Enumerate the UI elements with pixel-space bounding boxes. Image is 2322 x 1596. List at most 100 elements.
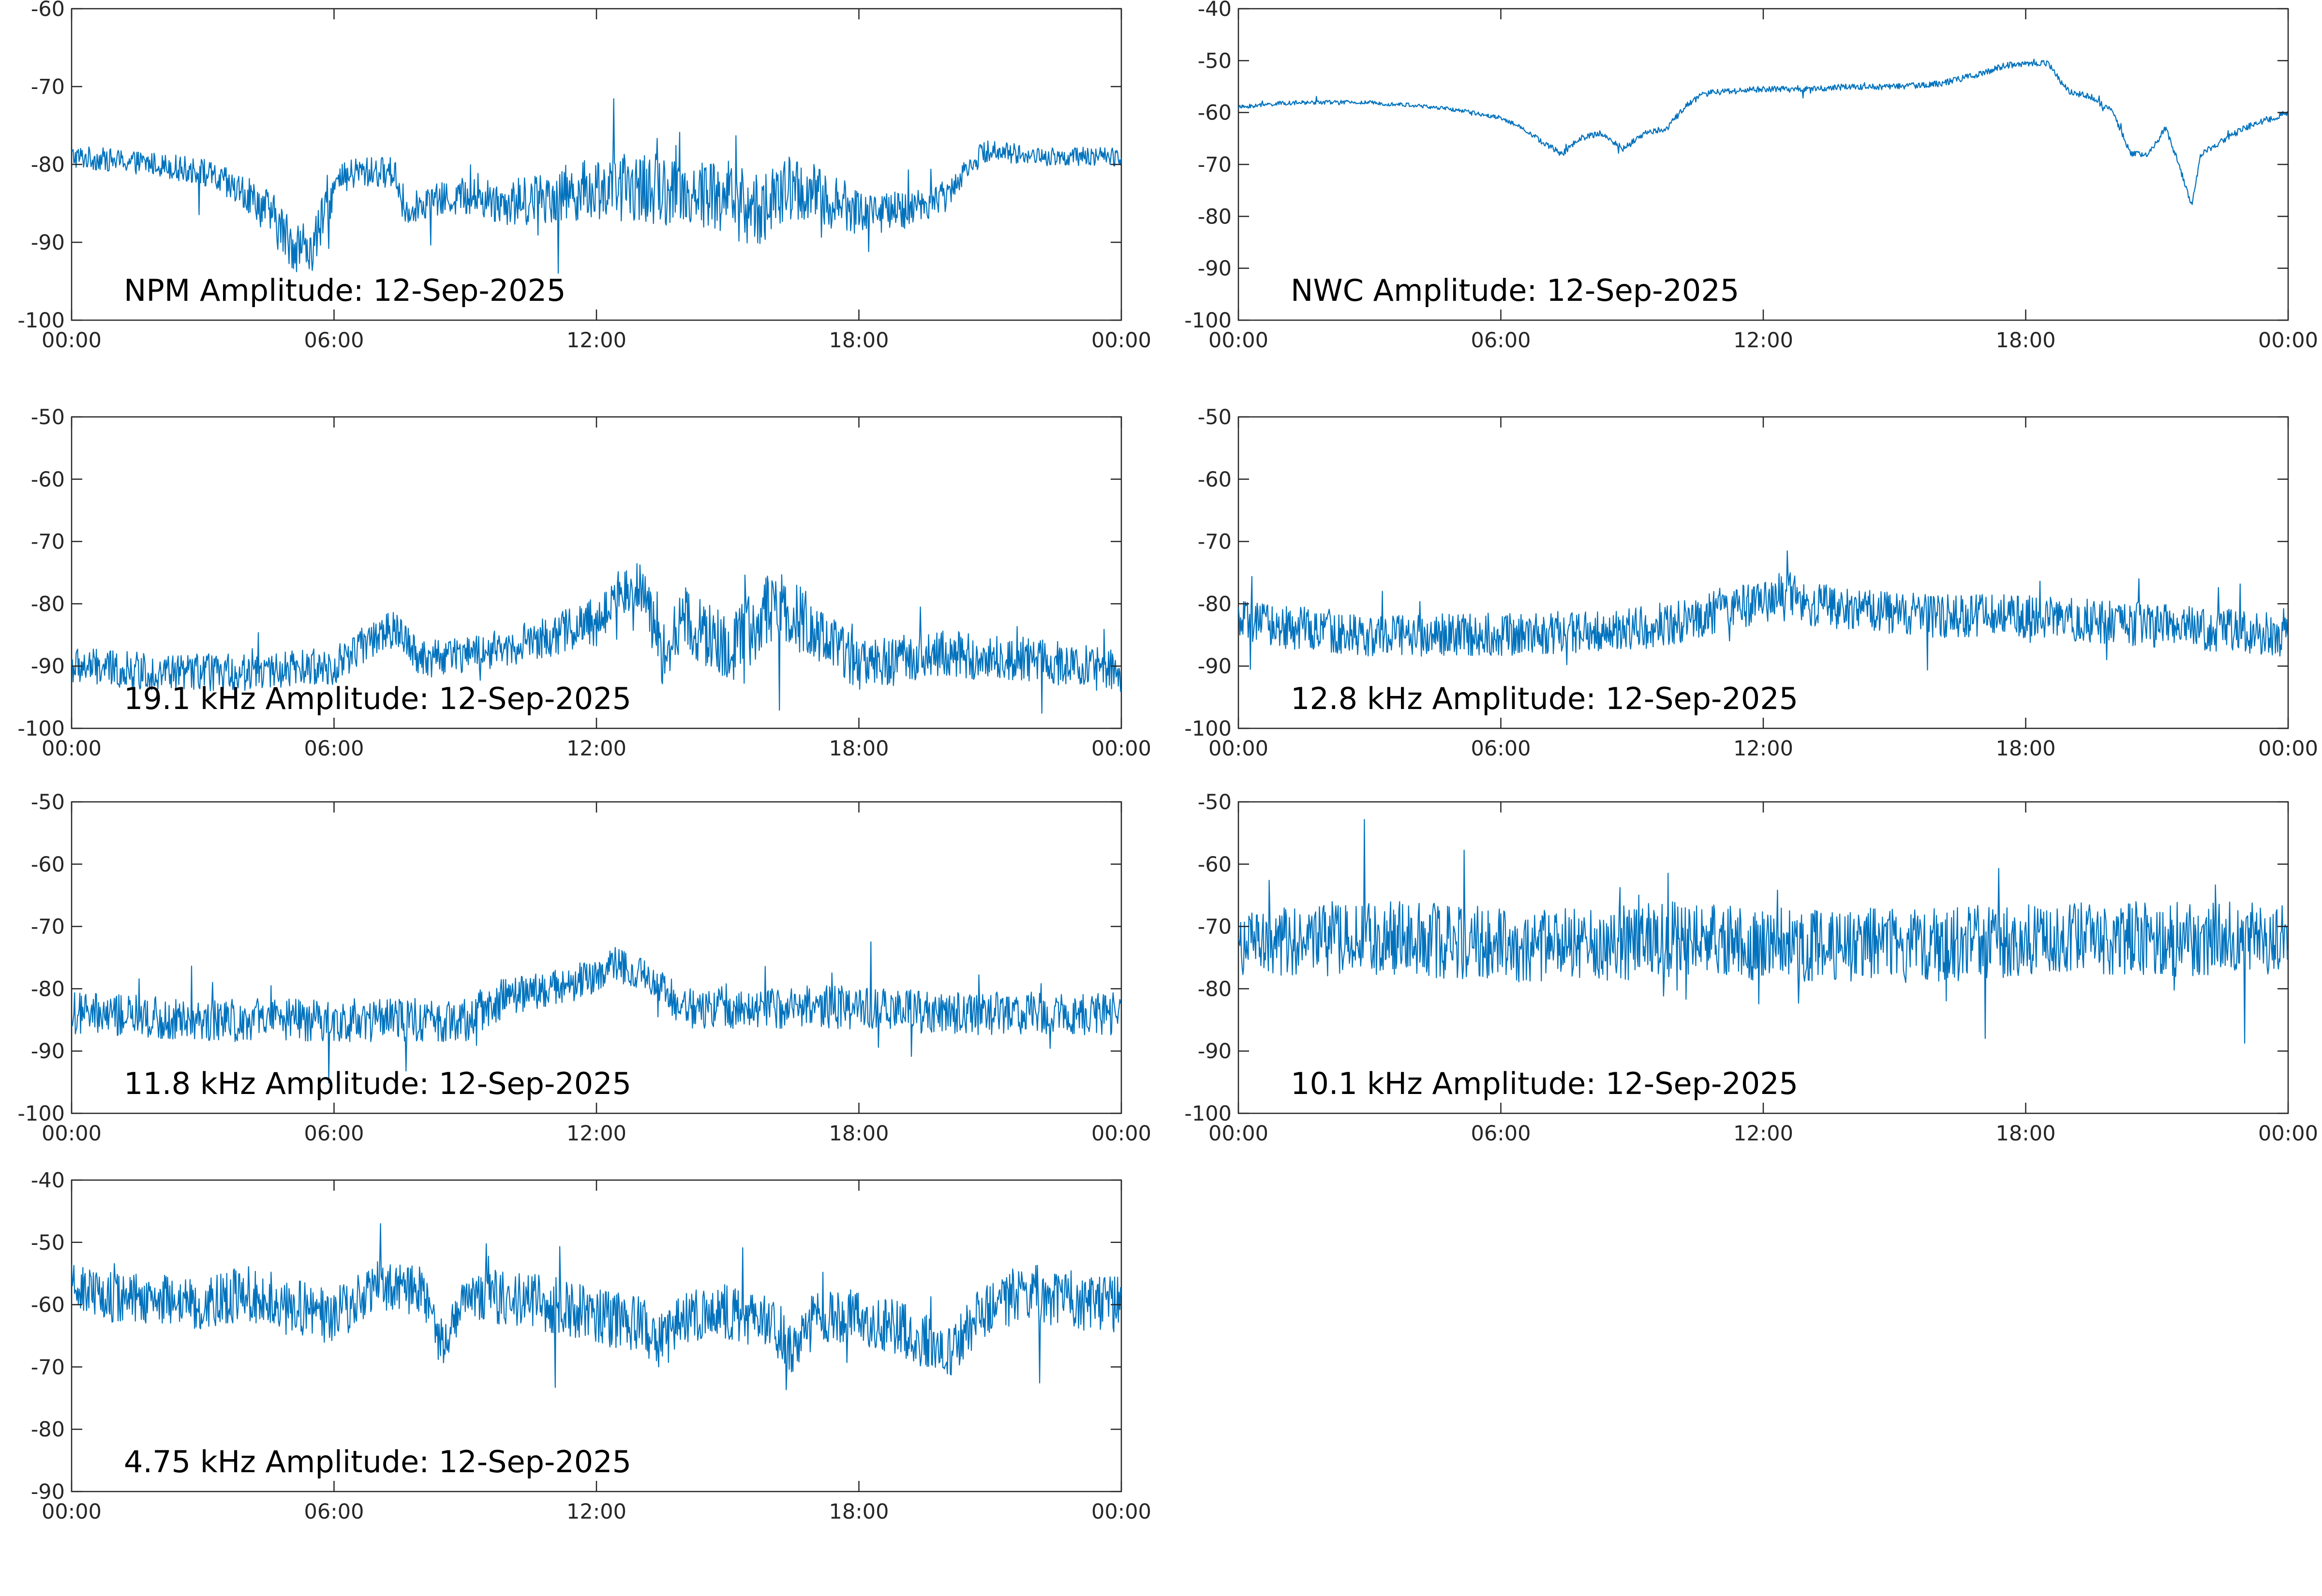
x-tick-label: 06:00 bbox=[304, 737, 364, 761]
y-tick-label: -60 bbox=[31, 1293, 65, 1317]
axes-box bbox=[71, 1179, 1122, 1493]
x-tick-label: 18:00 bbox=[1996, 328, 2056, 353]
y-tick-label: -70 bbox=[31, 75, 65, 99]
x-tick-label: 12:00 bbox=[1733, 1122, 1793, 1146]
y-tick-label: -80 bbox=[31, 153, 65, 177]
y-tick-label: -40 bbox=[1198, 0, 1232, 21]
x-tick-label: 12:00 bbox=[566, 1500, 626, 1524]
x-tick-label: 12:00 bbox=[1733, 328, 1793, 353]
x-tick-label: 00:00 bbox=[2258, 737, 2318, 761]
y-tick-label: -70 bbox=[31, 915, 65, 939]
x-tick-label: 18:00 bbox=[1996, 737, 2056, 761]
chart-title: 12.8 kHz Amplitude: 12-Sep-2025 bbox=[1291, 681, 1798, 716]
x-tick-label: 00:00 bbox=[2258, 328, 2318, 353]
x-tick-label: 00:00 bbox=[1091, 737, 1151, 761]
x-tick-label: 00:00 bbox=[1208, 1122, 1268, 1146]
x-tick-label: 18:00 bbox=[829, 328, 889, 353]
data-line bbox=[1238, 550, 2288, 671]
x-tick-label: 12:00 bbox=[1733, 737, 1793, 761]
x-tick-label: 00:00 bbox=[2258, 1122, 2318, 1146]
chart-title: NWC Amplitude: 12-Sep-2025 bbox=[1291, 273, 1739, 308]
y-tick-label: -90 bbox=[31, 654, 65, 679]
y-tick-label: -60 bbox=[1198, 853, 1232, 877]
y-tick-label: -100 bbox=[1184, 1102, 1232, 1126]
x-tick-label: 00:00 bbox=[1091, 1500, 1151, 1524]
data-line bbox=[72, 941, 1121, 1084]
x-tick-label: 18:00 bbox=[829, 1500, 889, 1524]
x-tick-label: 18:00 bbox=[1996, 1122, 2056, 1146]
chart-title: 10.1 kHz Amplitude: 12-Sep-2025 bbox=[1291, 1066, 1798, 1101]
y-tick-label: -70 bbox=[1198, 915, 1232, 939]
x-tick-label: 06:00 bbox=[1471, 1122, 1531, 1146]
y-tick-label: -80 bbox=[1198, 592, 1232, 616]
y-tick-label: -60 bbox=[31, 853, 65, 877]
y-tick-label: -90 bbox=[1198, 654, 1232, 679]
axes-box bbox=[71, 8, 1122, 321]
y-tick-label: -70 bbox=[1198, 153, 1232, 177]
y-tick-label: -90 bbox=[31, 231, 65, 255]
y-tick-label: -70 bbox=[31, 1355, 65, 1379]
chart-title: NPM Amplitude: 12-Sep-2025 bbox=[124, 273, 566, 308]
y-tick-label: -90 bbox=[1198, 257, 1232, 281]
y-tick-label: -90 bbox=[1198, 1039, 1232, 1064]
y-tick-label: -80 bbox=[1198, 977, 1232, 1001]
y-tick-label: -60 bbox=[1198, 468, 1232, 492]
y-tick-label: -70 bbox=[1198, 530, 1232, 554]
y-tick-label: -80 bbox=[31, 1418, 65, 1442]
y-tick-label: -60 bbox=[31, 468, 65, 492]
x-tick-label: 00:00 bbox=[1208, 328, 1268, 353]
data-line bbox=[1238, 819, 2288, 1044]
x-tick-label: 00:00 bbox=[1208, 737, 1268, 761]
x-tick-label: 00:00 bbox=[42, 1500, 102, 1524]
y-tick-label: -100 bbox=[1184, 309, 1232, 333]
axes-box bbox=[71, 801, 1122, 1114]
y-tick-label: -80 bbox=[1198, 205, 1232, 229]
y-tick-label: -60 bbox=[31, 0, 65, 21]
y-tick-label: -80 bbox=[31, 592, 65, 616]
y-tick-label: -70 bbox=[31, 530, 65, 554]
chart-title: 19.1 kHz Amplitude: 12-Sep-2025 bbox=[124, 681, 631, 716]
y-tick-label: -40 bbox=[31, 1168, 65, 1193]
y-tick-label: -50 bbox=[1198, 405, 1232, 429]
x-tick-label: 00:00 bbox=[42, 328, 102, 353]
x-tick-label: 12:00 bbox=[566, 1122, 626, 1146]
y-tick-label: -60 bbox=[1198, 101, 1232, 125]
x-tick-label: 00:00 bbox=[1091, 328, 1151, 353]
y-tick-label: -50 bbox=[1198, 49, 1232, 73]
x-tick-label: 06:00 bbox=[304, 1122, 364, 1146]
x-tick-label: 06:00 bbox=[1471, 328, 1531, 353]
x-tick-label: 00:00 bbox=[42, 1122, 102, 1146]
data-line bbox=[72, 98, 1121, 274]
x-tick-label: 12:00 bbox=[566, 328, 626, 353]
y-tick-label: -50 bbox=[31, 1231, 65, 1255]
y-tick-label: -50 bbox=[1198, 790, 1232, 814]
y-tick-label: -100 bbox=[1184, 717, 1232, 741]
y-tick-label: -100 bbox=[17, 717, 65, 741]
x-tick-label: 06:00 bbox=[1471, 737, 1531, 761]
y-tick-label: -80 bbox=[31, 977, 65, 1001]
chart-title: 4.75 kHz Amplitude: 12-Sep-2025 bbox=[124, 1444, 631, 1479]
data-line bbox=[72, 563, 1121, 714]
data-line bbox=[72, 1223, 1121, 1390]
y-tick-label: -90 bbox=[31, 1039, 65, 1064]
x-tick-label: 00:00 bbox=[42, 737, 102, 761]
x-tick-label: 18:00 bbox=[829, 1122, 889, 1146]
chart-title: 11.8 kHz Amplitude: 12-Sep-2025 bbox=[124, 1066, 631, 1101]
x-tick-label: 12:00 bbox=[566, 737, 626, 761]
y-tick-label: -100 bbox=[17, 1102, 65, 1126]
x-tick-label: 18:00 bbox=[829, 737, 889, 761]
y-tick-label: -100 bbox=[17, 309, 65, 333]
x-tick-label: 06:00 bbox=[304, 328, 364, 353]
y-tick-label: -90 bbox=[31, 1480, 65, 1504]
x-tick-label: 06:00 bbox=[304, 1500, 364, 1524]
y-tick-label: -50 bbox=[31, 790, 65, 814]
data-line bbox=[1238, 59, 2288, 205]
